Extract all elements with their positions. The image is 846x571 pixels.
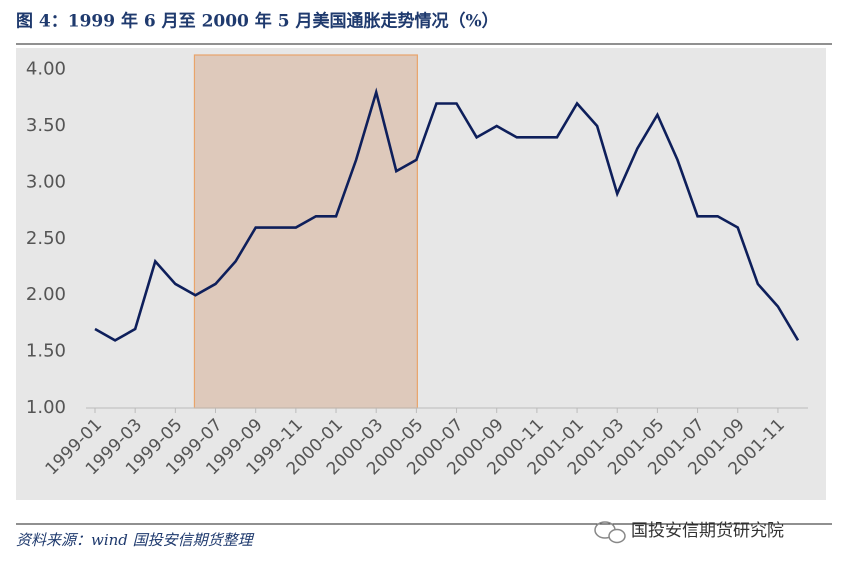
y-tick-label: 3.50: [26, 115, 66, 136]
y-tick-label: 1.00: [26, 397, 66, 418]
watermark: 国投安信期货研究院: [631, 521, 784, 541]
watermark-icon: [594, 521, 626, 544]
y-tick-label: 2.50: [26, 228, 66, 249]
line-series: [94, 87, 800, 342]
source-note: 资料来源：wind 国投安信期货整理: [16, 531, 255, 549]
y-tick-label: 2.00: [26, 284, 66, 305]
y-tick-label: 3.00: [26, 171, 66, 192]
y-tick-label: 4.00: [26, 59, 66, 80]
highlight-region: [193, 54, 418, 409]
y-tick-label: 1.50: [26, 341, 66, 362]
chart-title: 图 4：1999 年 6 月至 2000 年 5 月美国通胀走势情况（%）: [16, 11, 499, 32]
